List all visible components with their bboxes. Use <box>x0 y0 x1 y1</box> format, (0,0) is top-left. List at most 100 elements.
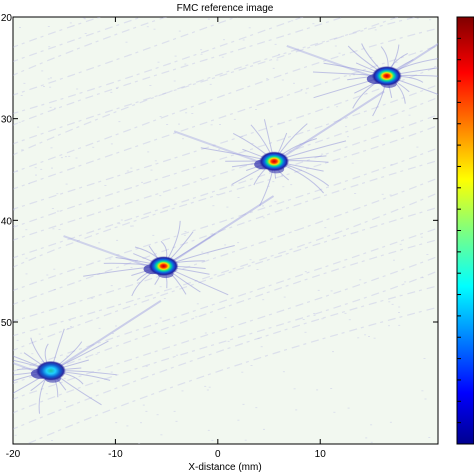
speckle <box>324 227 327 229</box>
speckle <box>58 229 61 230</box>
speckle <box>142 404 145 406</box>
speckle <box>370 57 373 59</box>
speckle <box>206 389 209 391</box>
artifact-arc <box>13 255 438 400</box>
speckle <box>76 88 79 90</box>
spot-core <box>259 151 290 172</box>
speckle <box>98 242 101 244</box>
speckle <box>354 193 357 194</box>
speckle <box>237 419 240 421</box>
speckle <box>116 239 119 241</box>
speckle <box>290 184 293 186</box>
spot-streak <box>63 235 156 271</box>
spot-streak <box>170 195 275 263</box>
speckle <box>277 122 280 124</box>
spot-streak <box>281 90 385 159</box>
speckle <box>426 254 429 255</box>
artifact-arc <box>13 96 438 241</box>
speckle <box>181 390 184 392</box>
speckle <box>349 75 351 77</box>
speckle <box>159 286 162 288</box>
speckle <box>257 338 260 339</box>
speckle <box>293 82 295 84</box>
speckle <box>35 174 37 176</box>
speckle <box>56 193 59 195</box>
speckle <box>175 420 178 422</box>
speckle <box>69 22 72 24</box>
speckle <box>60 157 63 159</box>
speckle <box>351 162 354 164</box>
speckle <box>242 403 245 405</box>
speckle <box>266 78 269 80</box>
speckle <box>115 422 118 424</box>
speckle <box>336 106 339 108</box>
speckle <box>305 92 308 94</box>
speckle <box>45 393 48 395</box>
speckle <box>51 208 54 209</box>
speckle <box>313 314 316 316</box>
speckle <box>37 126 40 128</box>
speckle <box>274 201 277 203</box>
colorbar <box>456 16 474 445</box>
speckle <box>68 155 71 157</box>
speckle <box>13 209 15 211</box>
speckle <box>47 26 50 27</box>
speckle <box>146 26 149 28</box>
speckle <box>260 346 263 348</box>
x-axis: -20 -10 0 10 <box>6 17 326 460</box>
x-tick-label: -10 <box>108 449 123 460</box>
speckle <box>317 289 320 291</box>
speckle <box>251 143 254 145</box>
speckle <box>145 365 148 367</box>
speckle <box>48 46 51 48</box>
speckle <box>416 17 419 19</box>
speckle <box>428 437 431 438</box>
speckle <box>262 299 265 301</box>
spot-core <box>371 65 402 86</box>
speckle <box>283 296 286 298</box>
speckle <box>125 41 128 43</box>
speckle <box>173 80 176 82</box>
plot-area <box>12 16 439 445</box>
spot-core <box>148 256 179 277</box>
speckle <box>50 77 52 79</box>
speckle <box>46 274 49 276</box>
speckle <box>47 78 50 80</box>
artifact-arc <box>13 239 438 385</box>
speckle <box>408 114 411 116</box>
artifact-arc <box>13 27 438 174</box>
speckle <box>249 259 252 261</box>
speckle <box>207 18 210 20</box>
speckle <box>212 205 215 207</box>
speckle <box>51 167 53 169</box>
artifact-arc <box>13 124 438 268</box>
speckle <box>25 229 28 231</box>
speckle <box>53 289 56 290</box>
speckle <box>174 55 177 57</box>
speckle <box>272 181 275 183</box>
speckle <box>389 194 392 196</box>
speckle <box>211 439 214 441</box>
speckle <box>178 30 181 32</box>
speckle <box>255 109 257 110</box>
artifact-arc <box>13 177 438 322</box>
speckle <box>82 17 85 19</box>
speckle <box>49 86 52 88</box>
speckle <box>263 428 265 430</box>
speckle <box>199 178 202 180</box>
speckle <box>237 197 240 198</box>
speckle <box>227 340 230 342</box>
speckle <box>109 258 112 260</box>
speckle <box>84 18 86 20</box>
speckle <box>200 49 203 51</box>
speckle <box>176 354 178 356</box>
speckle <box>104 185 107 186</box>
speckle <box>130 167 133 169</box>
speckle <box>345 126 348 128</box>
reflector-layer <box>13 42 438 414</box>
speckle <box>196 303 199 305</box>
speckle <box>152 234 155 236</box>
x-axis-label: X-distance (mm) <box>188 462 261 473</box>
speckle <box>95 353 98 355</box>
speckle <box>390 164 393 166</box>
